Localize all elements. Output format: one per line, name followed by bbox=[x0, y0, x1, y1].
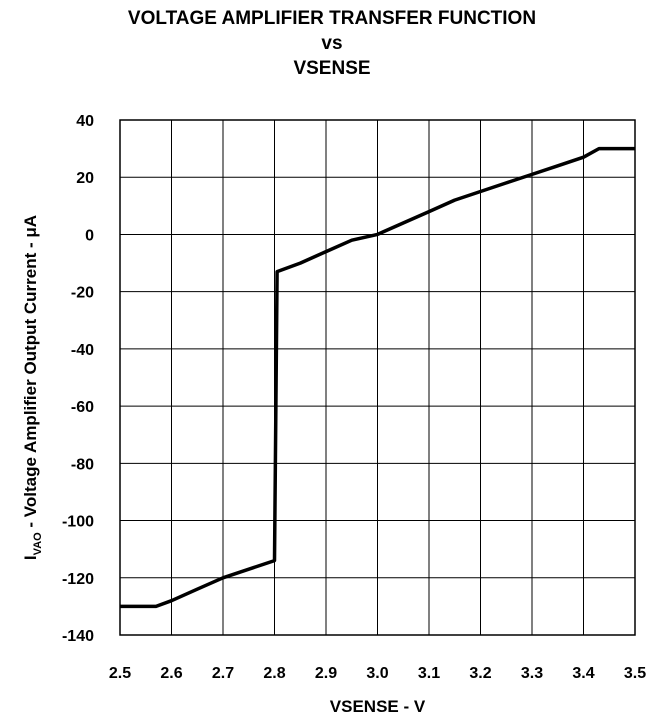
y-axis-label: IVAO - Voltage Amplifier Output Current … bbox=[21, 215, 44, 560]
x-tick-label: 2.9 bbox=[315, 665, 337, 682]
x-tick-labels: 2.5 2.6 2.7 2.8 2.9 3.0 3.1 3.2 3.3 3.4 3.5 bbox=[109, 665, 646, 682]
x-tick-label: 2.6 bbox=[160, 665, 182, 682]
x-tick-label: 3.1 bbox=[418, 665, 440, 682]
chart-title-line-1: VOLTAGE AMPLIFIER TRANSFER FUNCTION bbox=[127, 8, 537, 29]
y-tick-label: -60 bbox=[71, 399, 94, 416]
y-tick-label: -100 bbox=[62, 514, 94, 531]
x-tick-label: 3.5 bbox=[624, 665, 646, 682]
y-tick-labels: 40 20 0 -20 -40 -60 -80 -100 -120 -140 bbox=[62, 113, 94, 645]
y-tick-label: -20 bbox=[71, 285, 94, 302]
grid bbox=[119, 119, 636, 636]
series-line-0 bbox=[120, 146, 635, 609]
x-axis-label: VSENSE - V bbox=[330, 697, 426, 716]
x-tick-label: 2.8 bbox=[263, 665, 285, 682]
y-tick-label: -80 bbox=[71, 456, 94, 473]
series-layer bbox=[120, 146, 635, 609]
y-tick-label: -120 bbox=[62, 571, 94, 588]
y-axis-label-rest: - Voltage Amplifier Output Current - bbox=[21, 238, 40, 533]
y-tick-label: -40 bbox=[71, 342, 94, 359]
y-axis-label-prefix: I bbox=[21, 555, 40, 560]
y-axis-label-unit: μA bbox=[21, 215, 40, 238]
x-tick-label: 3.3 bbox=[521, 665, 543, 682]
plot-frame bbox=[119, 119, 636, 636]
x-tick-label: 2.5 bbox=[109, 665, 131, 682]
chart-title-line-3: VSENSE bbox=[293, 58, 371, 79]
y-tick-label: 20 bbox=[76, 170, 94, 187]
y-tick-label: 40 bbox=[76, 113, 94, 130]
y-axis-label-subscript: VAO bbox=[32, 532, 44, 555]
x-tick-label: 3.2 bbox=[469, 665, 491, 682]
x-tick-label: 2.7 bbox=[212, 665, 234, 682]
y-tick-label: 0 bbox=[85, 227, 94, 244]
chart-title-line-2: vs bbox=[321, 33, 343, 54]
y-tick-label: -140 bbox=[62, 628, 94, 645]
x-tick-label: 3.0 bbox=[366, 665, 388, 682]
x-tick-label: 3.4 bbox=[572, 665, 594, 682]
chart-title: VOLTAGE AMPLIFIER TRANSFER FUNCTION vs V… bbox=[0, 6, 664, 81]
